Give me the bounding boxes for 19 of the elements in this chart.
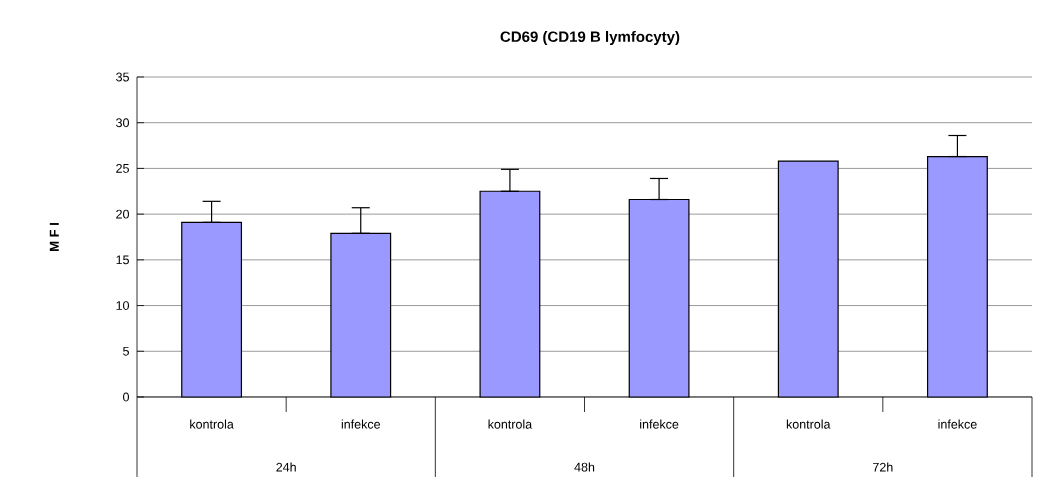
y-tick-label: 10 xyxy=(116,301,129,310)
y-tick-label: 25 xyxy=(116,163,129,173)
y-tick-label: 35 xyxy=(116,72,129,82)
text: 72h xyxy=(873,462,893,472)
y-tick-label: 20 xyxy=(116,209,129,219)
y-tick-label: 5 xyxy=(123,346,129,356)
y-tick-label: 0 xyxy=(123,392,130,402)
x-tick-label: kontrola xyxy=(786,419,831,429)
y-axis-title: M F I xyxy=(49,223,59,251)
y-tick-label: 30 xyxy=(116,118,129,128)
x-tick-label: infekce xyxy=(341,419,380,429)
chart-title: CD69 (CD19 B lymfocyty) xyxy=(500,30,680,45)
x-tick-label: kontrola xyxy=(488,419,533,429)
y-tick-label: 15 xyxy=(116,255,129,265)
text: 48h xyxy=(574,462,595,472)
x-tick-label: infekce xyxy=(938,419,977,429)
x-tick-label: infekce xyxy=(640,419,679,429)
x-tick-label: kontrola xyxy=(190,419,234,429)
text: 24h xyxy=(276,462,296,472)
